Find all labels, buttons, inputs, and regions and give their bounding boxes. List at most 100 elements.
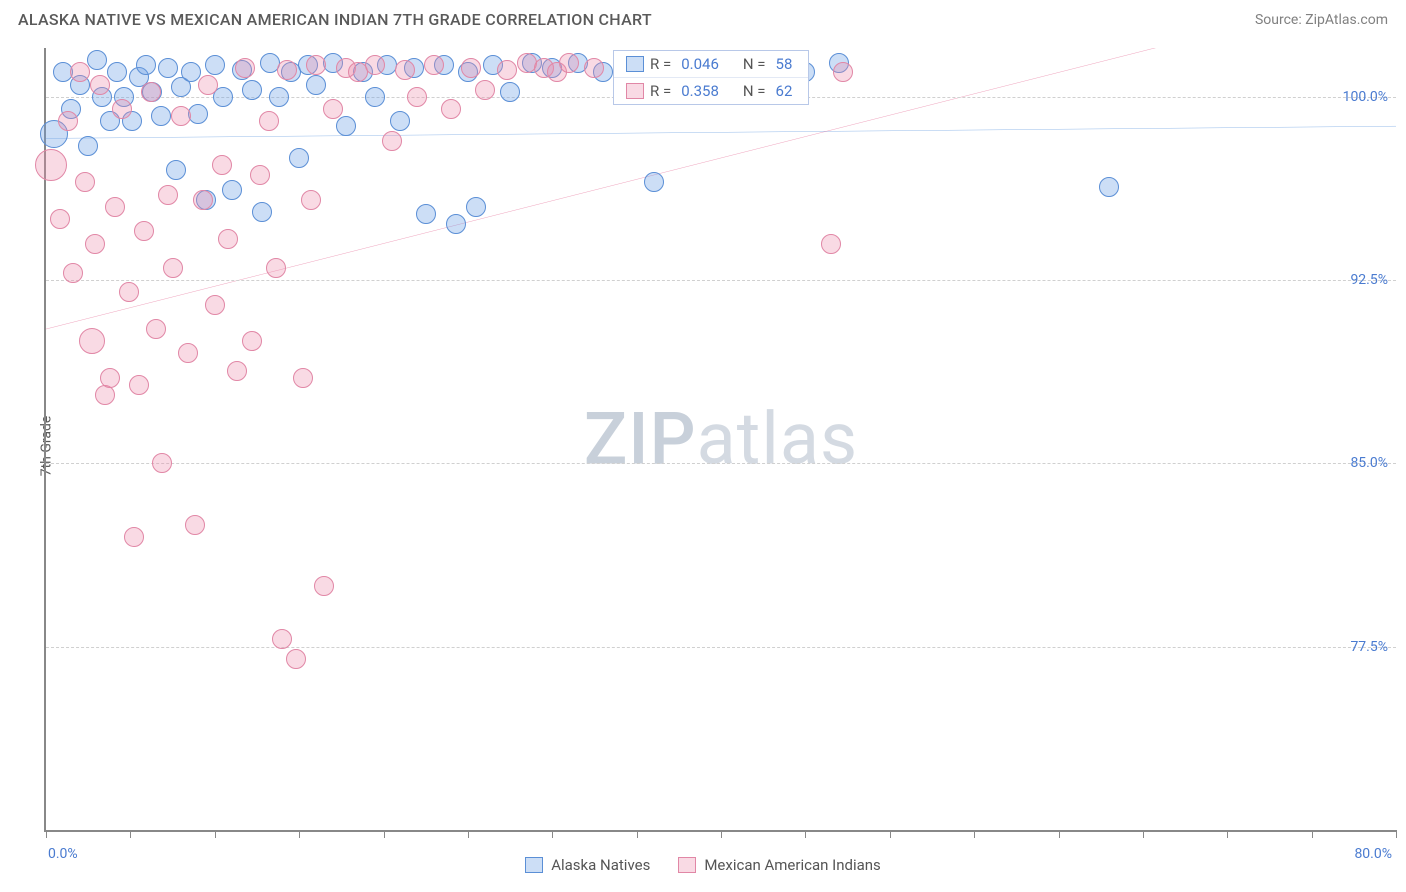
legend-item: Alaska Natives — [525, 856, 650, 874]
data-point — [821, 234, 841, 254]
data-point — [289, 148, 309, 168]
data-point — [35, 149, 67, 181]
data-point — [227, 361, 247, 381]
data-point — [301, 190, 321, 210]
data-point — [424, 55, 444, 75]
data-point — [365, 55, 385, 75]
chart-title: ALASKA NATIVE VS MEXICAN AMERICAN INDIAN… — [18, 10, 652, 29]
data-point — [306, 55, 326, 75]
data-point — [272, 629, 292, 649]
legend-swatch — [626, 56, 644, 72]
x-tick — [384, 830, 385, 838]
y-tick-label: 77.5% — [1350, 639, 1388, 655]
data-point — [178, 343, 198, 363]
data-point — [235, 58, 255, 78]
data-point — [497, 60, 517, 80]
data-point — [500, 82, 520, 102]
data-point — [85, 234, 105, 254]
data-point — [833, 62, 853, 82]
data-point — [250, 165, 270, 185]
data-point — [475, 80, 495, 100]
data-point — [75, 172, 95, 192]
data-point — [559, 53, 579, 73]
data-point — [644, 172, 664, 192]
data-point — [141, 82, 161, 102]
data-point — [50, 209, 70, 229]
x-tick — [1059, 830, 1060, 838]
data-point — [584, 58, 604, 78]
data-point — [252, 202, 272, 222]
y-tick-label: 100.0% — [1343, 89, 1388, 105]
data-point — [336, 116, 356, 136]
legend-item: Mexican American Indians — [678, 856, 880, 874]
gridline — [46, 463, 1396, 464]
x-tick — [1312, 830, 1313, 838]
legend-swatch — [626, 83, 644, 99]
data-point — [163, 258, 183, 278]
r-label: R = — [650, 82, 671, 100]
gridline — [46, 280, 1396, 281]
data-point — [79, 328, 105, 354]
r-label: R = — [650, 55, 671, 73]
data-point — [242, 80, 262, 100]
data-point — [286, 649, 306, 669]
x-tick — [468, 830, 469, 838]
data-point — [212, 155, 232, 175]
data-point — [136, 55, 156, 75]
x-tick — [1227, 830, 1228, 838]
data-point — [441, 99, 461, 119]
x-tick — [130, 830, 131, 838]
x-tick — [974, 830, 975, 838]
legend-label: Mexican American Indians — [704, 856, 880, 874]
data-point — [416, 204, 436, 224]
legend-swatch — [678, 857, 696, 873]
n-label: N = — [743, 55, 766, 73]
data-point — [242, 331, 262, 351]
x-tick — [1396, 830, 1397, 838]
data-point — [151, 106, 171, 126]
x-tick — [215, 830, 216, 838]
data-point — [129, 375, 149, 395]
trend-lines — [46, 48, 1396, 830]
legend-label: Alaska Natives — [551, 856, 650, 874]
data-point — [293, 368, 313, 388]
data-point — [395, 60, 415, 80]
data-point — [152, 453, 172, 473]
stats-legend-row: R = 0.046 N = 58 — [614, 51, 808, 77]
data-point — [365, 87, 385, 107]
data-point — [166, 160, 186, 180]
gridline — [46, 647, 1396, 648]
watermark: ZIPatlas — [584, 397, 858, 482]
x-tick — [299, 830, 300, 838]
data-point — [87, 50, 107, 70]
data-point — [466, 197, 486, 217]
data-point — [193, 190, 213, 210]
data-point — [95, 385, 115, 405]
data-point — [63, 263, 83, 283]
x-tick — [890, 830, 891, 838]
data-point — [134, 221, 154, 241]
data-point — [323, 99, 343, 119]
data-point — [146, 319, 166, 339]
data-point — [266, 258, 286, 278]
y-tick-label: 92.5% — [1350, 272, 1388, 288]
data-point — [205, 295, 225, 315]
data-point — [185, 515, 205, 535]
data-point — [90, 75, 110, 95]
data-point — [277, 60, 297, 80]
data-point — [124, 527, 144, 547]
data-point — [259, 111, 279, 131]
x-tick — [805, 830, 806, 838]
data-point — [382, 131, 402, 151]
data-point — [314, 576, 334, 596]
n-value: 62 — [772, 82, 797, 100]
x-tick — [637, 830, 638, 838]
series-legend: Alaska Natives Mexican American Indians — [0, 856, 1406, 874]
stats-legend: R =0.046N =58R =0.358N =62 — [613, 50, 809, 105]
r-value: 0.046 — [677, 55, 723, 73]
data-point — [100, 368, 120, 388]
data-point — [107, 62, 127, 82]
n-value: 58 — [772, 55, 797, 73]
data-point — [171, 106, 191, 126]
data-point — [78, 136, 98, 156]
